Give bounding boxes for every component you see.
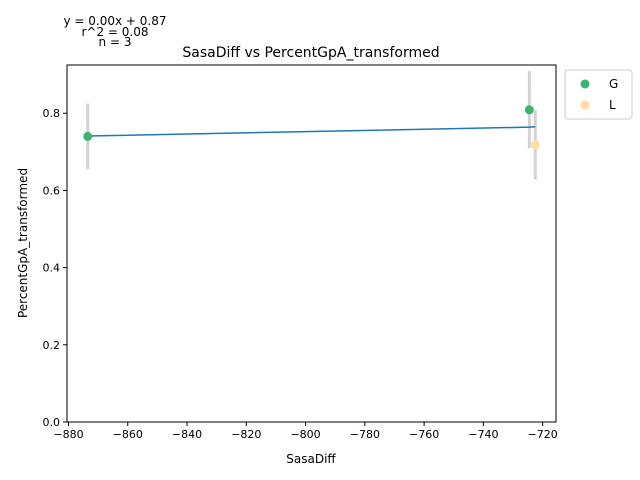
y-axis-ticks: 0.0 0.2 0.4 0.6 0.8 <box>43 107 67 429</box>
data-points <box>83 105 540 150</box>
x-tick-label: −760 <box>409 428 439 441</box>
data-point-g <box>524 105 534 115</box>
sample-size-annotation: n = 3 <box>99 35 132 49</box>
legend-marker-g <box>580 79 590 89</box>
x-tick-label: −820 <box>231 428 261 441</box>
legend: G L <box>564 69 633 120</box>
y-tick-label: 0.8 <box>43 107 61 120</box>
x-axis-label: SasaDiff <box>286 452 336 466</box>
regression-equation: y = 0.00x + 0.87 <box>63 14 166 28</box>
chart-title: SasaDiff vs PercentGpA_transformed <box>182 45 439 61</box>
x-tick-label: −780 <box>350 428 380 441</box>
legend-marker-l <box>580 100 590 110</box>
legend-label-g: G <box>609 77 618 91</box>
x-tick-label: −800 <box>290 428 320 441</box>
legend-frame <box>564 69 633 120</box>
regression-line <box>87 126 536 137</box>
data-point-l <box>530 140 540 150</box>
plot-frame <box>66 64 557 423</box>
x-tick-label: −840 <box>172 428 202 441</box>
regression-line-group <box>87 126 536 137</box>
x-tick-label: −860 <box>113 428 143 441</box>
y-tick-label: 0.0 <box>43 416 61 429</box>
legend-label-l: L <box>609 98 616 112</box>
y-tick-label: 0.2 <box>43 339 61 352</box>
x-tick-label: −720 <box>528 428 558 441</box>
x-axis-ticks: −880 −860 −840 −820 −800 −780 −760 −740 −720 <box>53 422 558 441</box>
data-point-g <box>83 131 93 141</box>
r-squared-annotation: r^2 = 0.08 <box>81 25 148 39</box>
y-axis-label: PercentGpA_transformed <box>16 168 30 318</box>
y-tick-label: 0.6 <box>43 184 61 197</box>
error-bars <box>86 71 537 180</box>
x-tick-label: −740 <box>468 428 498 441</box>
x-tick-label: −880 <box>53 428 83 441</box>
y-tick-label: 0.4 <box>43 262 61 275</box>
